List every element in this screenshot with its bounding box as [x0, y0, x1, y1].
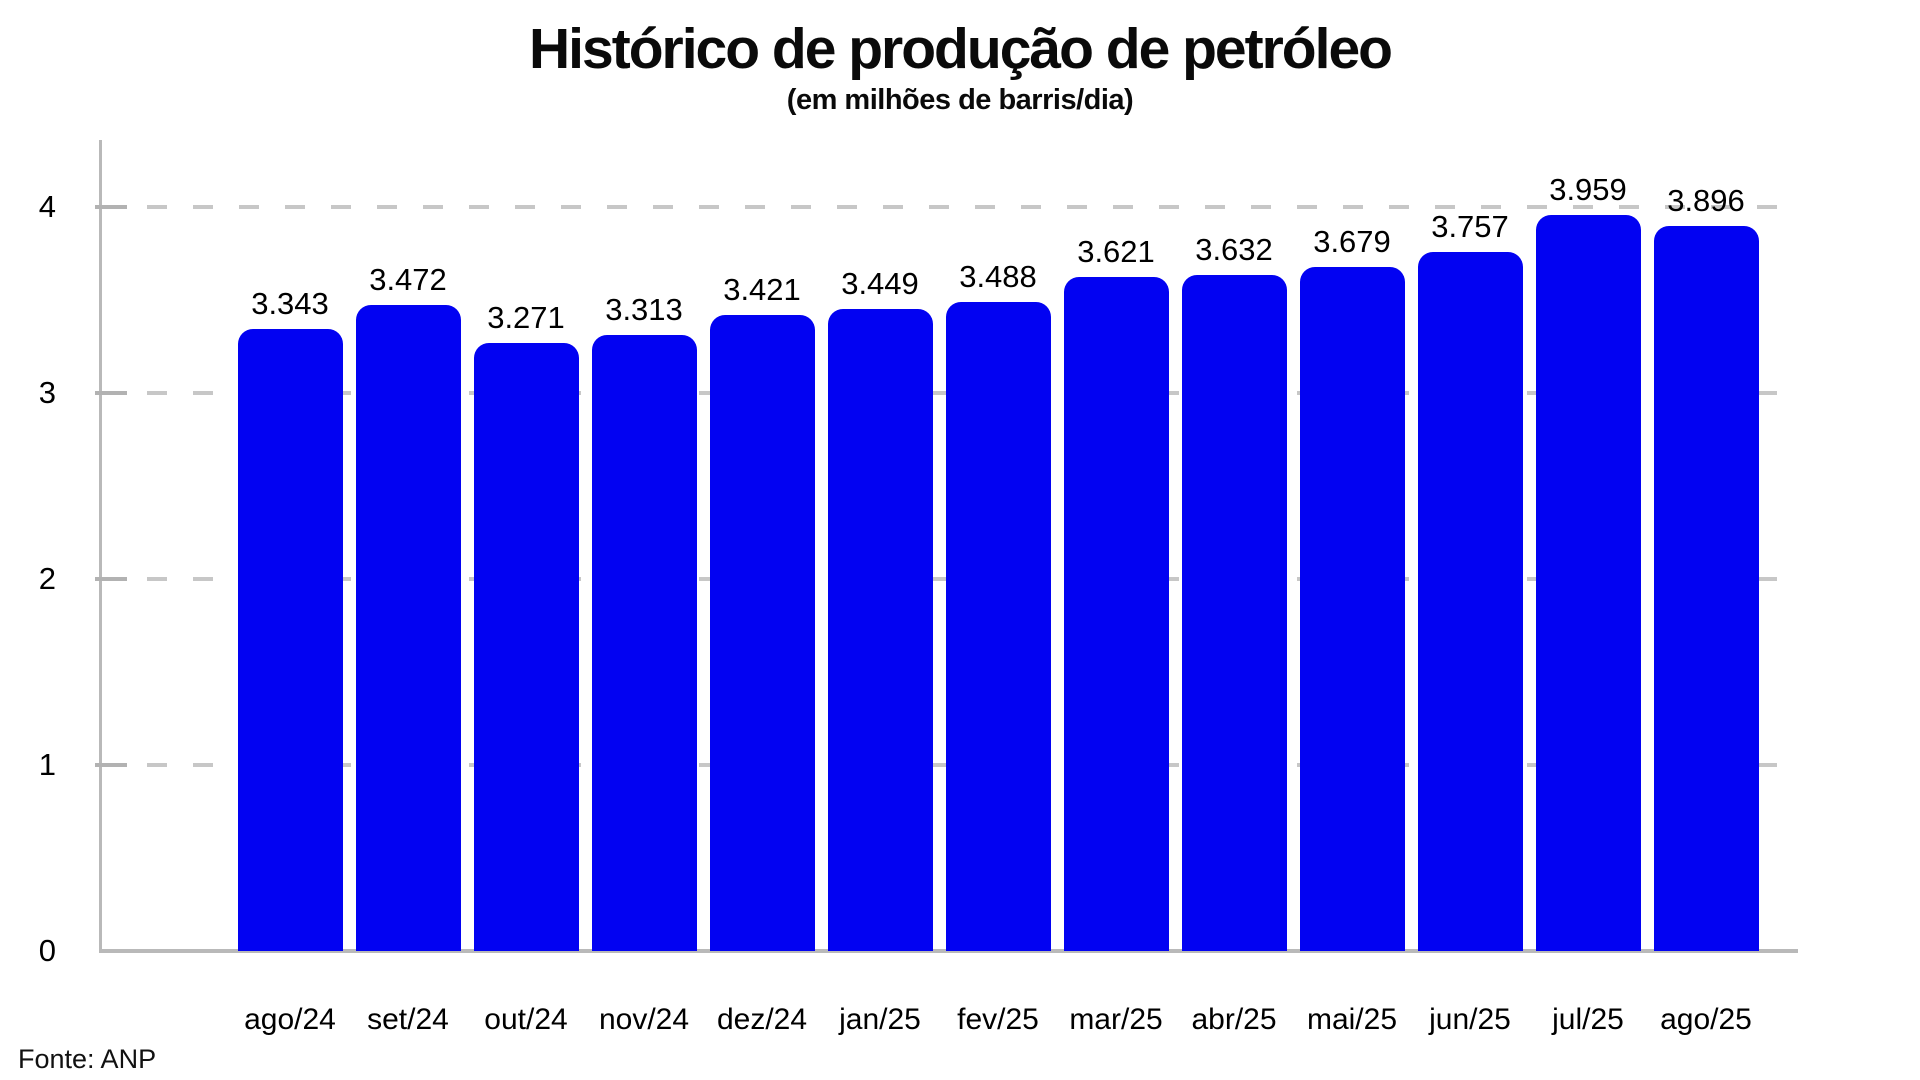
y-tick-1 [95, 763, 127, 767]
bar-mai/25 [1299, 267, 1405, 951]
x-tick-label-ago/24: ago/24 [244, 1003, 336, 1036]
bar-value-label-nov/24: 3.313 [605, 292, 683, 327]
bar-value-label-fev/25: 3.488 [959, 259, 1037, 294]
bar-ago/25 [1653, 226, 1759, 951]
chart-subtitle: (em milhões de barris/dia) [786, 84, 1134, 116]
bar-dez/24 [709, 315, 815, 951]
y-tick-3 [95, 391, 127, 395]
bar-value-label-ago/25: 3.896 [1667, 183, 1745, 218]
bar-value-label-jun/25: 3.757 [1431, 209, 1509, 244]
y-tick-4 [95, 205, 127, 209]
x-tick-label-jan/25: jan/25 [839, 1003, 921, 1036]
bar-value-label-ago/24: 3.343 [251, 286, 329, 321]
bar-set/24 [355, 305, 461, 951]
x-tick-label-fev/25: fev/25 [957, 1003, 1039, 1036]
bar-value-label-abr/25: 3.632 [1195, 232, 1273, 267]
bar-value-label-set/24: 3.472 [369, 262, 447, 297]
x-tick-label-ago/25: ago/25 [1660, 1003, 1752, 1036]
bar-value-label-jan/25: 3.449 [841, 266, 919, 301]
bar-out/24 [473, 343, 579, 951]
x-tick-label-set/24: set/24 [367, 1003, 449, 1036]
bar-jun/25 [1417, 252, 1523, 951]
bar-ago/24 [237, 329, 343, 951]
x-tick-label-out/24: out/24 [484, 1003, 568, 1036]
y-tick-label-3: 3 [38, 375, 56, 410]
bar-value-label-mar/25: 3.621 [1077, 234, 1155, 269]
source-note: Fonte: ANP [18, 1044, 157, 1074]
x-tick-label-jun/25: jun/25 [1429, 1003, 1511, 1036]
chart-title: Histórico de produção de petróleo [529, 17, 1393, 81]
bar-value-label-out/24: 3.271 [487, 300, 565, 335]
gridline-y-4 [101, 205, 1798, 209]
y-tick-2 [95, 577, 127, 581]
x-tick-label-mai/25: mai/25 [1306, 1003, 1398, 1036]
bar-value-label-jul/25: 3.959 [1549, 172, 1627, 207]
bar-value-label-dez/24: 3.421 [723, 272, 801, 307]
x-tick-label-mar/25: mar/25 [1069, 1003, 1163, 1036]
bar-jan/25 [827, 309, 933, 951]
x-tick-label-jul/25: jul/25 [1552, 1003, 1624, 1036]
y-tick-label-0: 0 [38, 933, 56, 968]
bar-mar/25 [1063, 277, 1169, 951]
bar-abr/25 [1181, 275, 1287, 951]
x-tick-label-nov/24: nov/24 [598, 1003, 690, 1036]
x-tick-label-dez/24: dez/24 [716, 1003, 808, 1036]
y-tick-label-4: 4 [38, 189, 56, 224]
y-tick-label-2: 2 [38, 561, 56, 596]
bar-jul/25 [1535, 215, 1641, 951]
x-axis-baseline [99, 949, 1798, 953]
bar-nov/24 [591, 335, 697, 951]
bar-fev/25 [945, 302, 1051, 951]
bar-value-label-mai/25: 3.679 [1313, 224, 1391, 259]
y-tick-label-1: 1 [38, 747, 56, 782]
x-tick-label-abr/25: abr/25 [1191, 1003, 1277, 1036]
y-axis-line [99, 140, 102, 953]
